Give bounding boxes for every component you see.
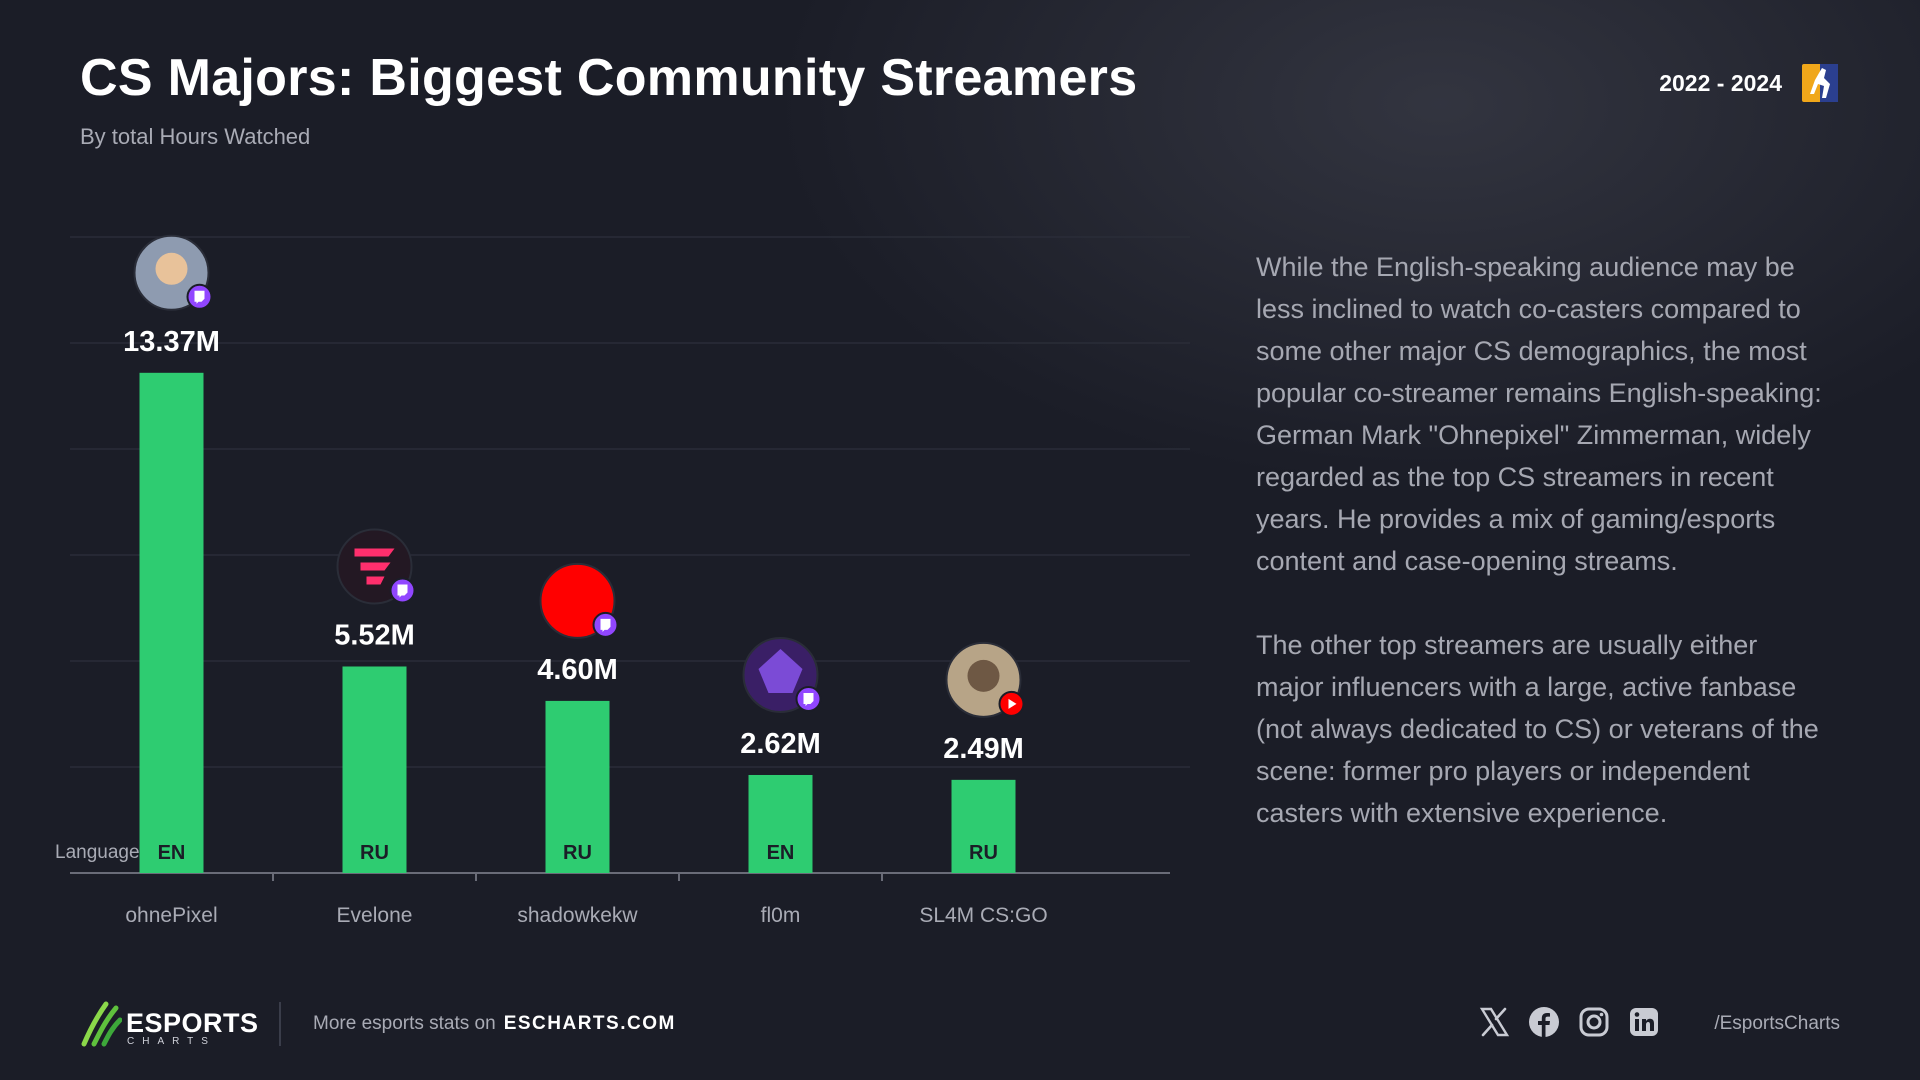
value-label: 13.37M: [123, 326, 220, 358]
language-tag: RU: [563, 842, 592, 864]
evelone-logo-icon: [354, 548, 395, 585]
value-label: 4.60M: [537, 654, 618, 686]
instagram-icon[interactable]: [1578, 1006, 1610, 1038]
bar-group-2: 4.60M RU shadowkekw: [517, 562, 638, 927]
grid-lines: [70, 236, 1190, 768]
value-label: 2.62M: [740, 728, 821, 760]
cs-player-icon: [1802, 64, 1838, 102]
period-label: 2022 - 2024: [1659, 70, 1782, 96]
avatar-face-icon: [967, 659, 1000, 692]
category-label: SL4M CS:GO: [919, 904, 1047, 927]
bar-group-3: 2.62M EN fl0m: [740, 636, 822, 927]
x-axis-ticks: [272, 873, 883, 881]
page-title: CS Majors: Biggest Community Streamers: [80, 49, 1138, 107]
logo-wordmark: ESPORTS: [126, 1008, 259, 1038]
bar[interactable]: [951, 779, 1016, 873]
bars: 13.37M EN ohnePixel 5.52M RU Evelone 4.60M RU sh…: [123, 234, 1048, 927]
bar-chart: Language: 13.37M EN ohnePixel 5.52M RU Evelon…: [55, 234, 1190, 927]
twitch-glyph-icon: [397, 584, 408, 598]
bar[interactable]: [139, 372, 204, 873]
bar[interactable]: [342, 666, 407, 873]
site-link[interactable]: ESCHARTS.COM: [503, 1013, 676, 1034]
more-stats-text: More esports stats on ESCHARTS.COM: [313, 1013, 676, 1035]
language-tag: RU: [360, 842, 389, 864]
category-label: fl0m: [761, 904, 801, 927]
facebook-icon[interactable]: [1528, 1006, 1560, 1038]
bar[interactable]: [545, 700, 610, 873]
avatar-face-icon: [155, 252, 188, 285]
more-stats-label: More esports stats on: [313, 1013, 496, 1034]
category-label: Evelone: [337, 904, 413, 927]
esports-charts-logo-icon: [81, 1001, 122, 1047]
youtube-play-icon: [1008, 698, 1017, 709]
twitch-glyph-icon: [803, 692, 814, 706]
footer-divider: [279, 1002, 281, 1046]
x-icon[interactable]: [1478, 1006, 1510, 1038]
value-label: 5.52M: [334, 619, 415, 651]
value-label: 2.49M: [943, 733, 1024, 765]
description-paragraph-2: The other top streamers are usually eith…: [1256, 630, 1819, 828]
twitch-glyph-icon: [600, 618, 611, 632]
language-label: Language:: [55, 842, 145, 863]
linkedin-icon[interactable]: [1628, 1006, 1660, 1038]
description-paragraph-1: While the English-speaking audience may …: [1256, 252, 1822, 576]
social-handle: /EsportsCharts: [1714, 1013, 1840, 1034]
category-label: shadowkekw: [517, 904, 638, 927]
fl0m-logo-icon: [758, 648, 803, 693]
language-tag: EN: [158, 842, 186, 864]
language-tag: EN: [767, 842, 795, 864]
bar-group-4: 2.49M RU SL4M CS:GO: [919, 641, 1048, 927]
logo-subword: CHARTS: [127, 1036, 216, 1047]
language-tag: RU: [969, 842, 998, 864]
bar-group-0: 13.37M EN ohnePixel: [123, 234, 220, 927]
bar-group-1: 5.52M RU Evelone: [334, 528, 416, 927]
page-subtitle: By total Hours Watched: [80, 124, 311, 149]
category-label: ohnePixel: [125, 904, 217, 927]
description-panel: While the English-speaking audience may …: [1256, 246, 1831, 876]
twitch-glyph-icon: [194, 290, 205, 304]
bar[interactable]: [748, 774, 813, 873]
